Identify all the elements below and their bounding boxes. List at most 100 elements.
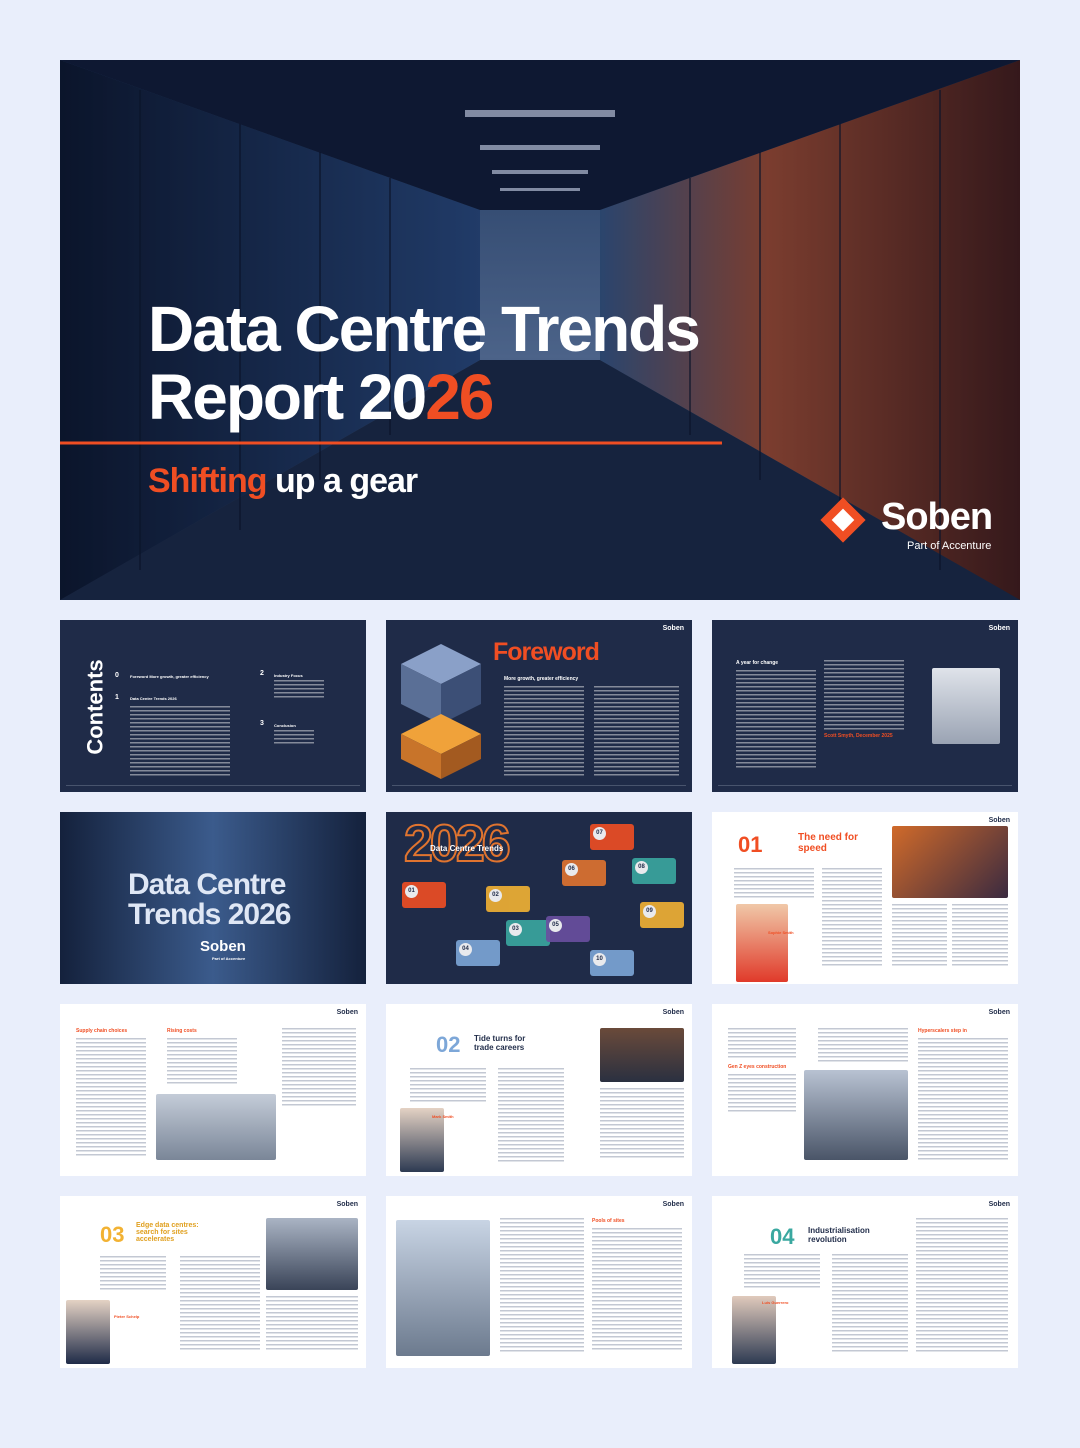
step-number: 03 — [509, 923, 522, 936]
item-text: Industry Focus — [274, 673, 303, 678]
person: Sophie Smith — [768, 930, 794, 935]
brand: Soben — [988, 1009, 1010, 1016]
text-block — [410, 1068, 486, 1104]
step-number: 07 — [593, 827, 606, 840]
person: Luis Guerrero — [762, 1300, 789, 1305]
title-accent: 26 — [425, 361, 494, 433]
step-number: 09 — [643, 905, 656, 918]
step-number: 08 — [635, 861, 648, 874]
section-heading: Hyperscalers step in — [918, 1028, 967, 1034]
text-block — [824, 660, 904, 730]
section-heading: Supply chain choices — [76, 1028, 128, 1034]
step-number: 05 — [549, 919, 562, 932]
page-thumb[interactable]: Soben Pools of sites — [386, 1196, 692, 1368]
subtitle: Shifting up a gear — [148, 462, 418, 501]
item-text: Data Centre Trends 2026 — [130, 696, 177, 701]
title-line: Report 2026 — [148, 360, 494, 434]
step-box: 06 — [562, 860, 606, 886]
text-block — [736, 670, 816, 770]
photo — [732, 1296, 776, 1364]
page-thumb[interactable]: 2026 Data Centre Trends 01 02 03 04 05 06 07 08… — [386, 812, 692, 984]
step-box: 01 — [402, 882, 446, 908]
brand: Soben — [988, 817, 1010, 824]
subtitle-accent: Shifting — [148, 462, 268, 500]
page-thumb[interactable]: Soben 02 Tide turns for trade careers Ma… — [386, 1004, 692, 1176]
page-thumb[interactable]: Soben Gen Z eyes construction Hyperscale… — [712, 1004, 1018, 1176]
photo — [156, 1094, 276, 1160]
cover-image — [60, 60, 1020, 600]
brand-sub: Part of Accenture — [212, 956, 246, 961]
subtitle-text: up a gear — [274, 462, 418, 500]
photo — [600, 1028, 684, 1082]
year: 2026 — [403, 814, 512, 874]
page-thumb[interactable]: Soben 04 Industrialisation revolution Lu… — [712, 1196, 1018, 1368]
brand: Soben — [336, 1201, 358, 1208]
section-heading: A year for change — [736, 660, 779, 666]
page-thumb[interactable]: Soben 01 The need for speed Sophie Smith — [712, 812, 1018, 984]
cover: Data Centre Trends Report 2026 Shifting … — [60, 60, 1020, 600]
page-thumb[interactable]: Soben 03 Edge data centres: search for s… — [60, 1196, 366, 1368]
footer-rule — [392, 785, 686, 786]
step-box: 09 — [640, 902, 684, 928]
text-block — [744, 1254, 820, 1290]
foreword-subtitle: More growth, greater efficiency — [504, 676, 579, 682]
text-block — [916, 1218, 1008, 1352]
title-line: Data Centre Trends — [148, 293, 701, 365]
text-block — [266, 1296, 358, 1352]
brand: Soben — [200, 938, 246, 955]
step-number: 10 — [593, 953, 606, 966]
step-number: 02 — [489, 889, 502, 902]
photo — [932, 668, 1000, 744]
text-block — [167, 1038, 237, 1084]
text-block — [952, 904, 1008, 968]
section-heading: Rising costs — [167, 1028, 197, 1034]
photo — [66, 1300, 110, 1364]
chapter-number: 02 — [436, 1032, 461, 1057]
text-block — [274, 680, 324, 700]
text-block — [918, 1038, 1008, 1160]
text-block — [892, 904, 947, 968]
item-text: Conclusion — [274, 723, 296, 728]
brand: Soben — [988, 625, 1010, 632]
page-thumb[interactable]: Soben A year for change Scott Smyth, Dec… — [712, 620, 1018, 792]
text-block — [728, 1074, 796, 1114]
brand: Soben — [662, 625, 684, 632]
signature: Scott Smyth, December 2025 — [824, 733, 893, 739]
section-heading: Gen Z eyes construction — [728, 1064, 787, 1070]
brand: Soben — [662, 1201, 684, 1208]
step-box: 04 — [456, 940, 500, 966]
step-number: 01 — [405, 885, 418, 898]
photo — [736, 904, 788, 982]
step-box: 08 — [632, 858, 676, 884]
footer-rule — [66, 785, 360, 786]
chapter-number: 04 — [770, 1224, 795, 1249]
step-box: 10 — [590, 950, 634, 976]
page-thumb[interactable]: Data Centre Trends 2026 Soben Part of Ac… — [60, 812, 366, 984]
photo — [804, 1070, 908, 1160]
brand: Soben — [988, 1201, 1010, 1208]
step-box: 02 — [486, 886, 530, 912]
foreword-title: Foreword — [493, 638, 600, 666]
chapter-number: 03 — [100, 1222, 125, 1247]
cover-title: Trends 2026 — [128, 898, 291, 931]
text-block — [500, 1218, 584, 1352]
cover-title: Data Centre — [128, 868, 286, 901]
section-heading: Pools of sites — [592, 1218, 625, 1224]
text-block — [100, 1256, 166, 1292]
text-block — [594, 686, 679, 776]
step-number: 04 — [459, 943, 472, 956]
page-thumb[interactable]: Soben Supply chain choices Rising costs — [60, 1004, 366, 1176]
text-block — [282, 1028, 356, 1108]
step-box: 03 — [506, 920, 550, 946]
step-box: 07 — [590, 824, 634, 850]
chapter-number: 01 — [738, 832, 763, 857]
photo — [396, 1220, 490, 1356]
chapter-title: The need for speed — [798, 832, 859, 854]
brand: Soben — [662, 1009, 684, 1016]
person: Pieter Schelp — [114, 1314, 140, 1319]
page-thumb[interactable]: Soben Foreword More growth, greater effi… — [386, 620, 692, 792]
text-block — [592, 1228, 682, 1352]
text-block — [818, 1028, 908, 1064]
page-thumb[interactable]: Contents 0 Foreword More growth, greater… — [60, 620, 366, 792]
text-block — [274, 730, 314, 746]
